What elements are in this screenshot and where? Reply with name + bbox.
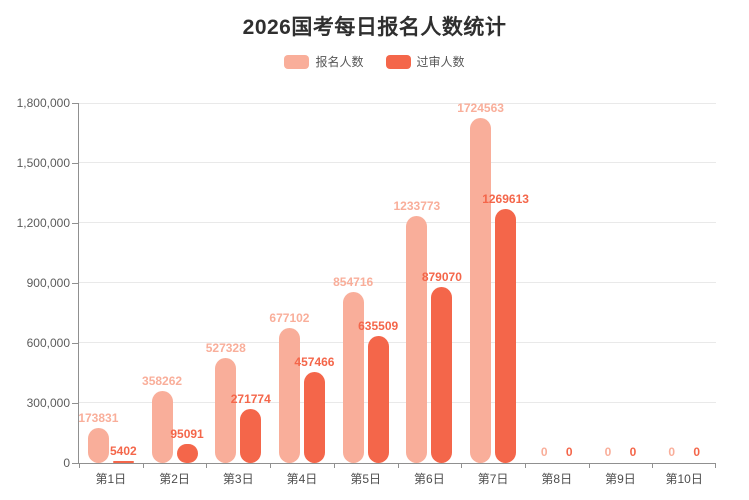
bar-value-label: 173831 (78, 411, 119, 425)
gridline (79, 402, 716, 403)
bar-registered[interactable]: 527328 (206, 341, 246, 463)
x-axis-label: 第8日 (541, 472, 573, 486)
legend-item-registered[interactable]: 报名人数 (284, 53, 364, 70)
bars-row: 173831 5402 358262 95091 527328 271774 677102 4… (78, 101, 716, 463)
x-axis-label: 第6日 (414, 472, 445, 486)
y-axis-tick (72, 283, 78, 284)
x-axis-tick (397, 463, 399, 468)
gridline (79, 282, 716, 283)
y-axis-label: 0 (63, 456, 70, 470)
gridline (79, 222, 716, 223)
bar-value-label: 1724563 (457, 101, 504, 115)
bar-value-label: 457466 (294, 355, 335, 369)
y-axis-label: 1,500,000 (16, 156, 70, 170)
bar-approved[interactable]: 1269613 (482, 192, 529, 463)
x-axis-tick (524, 463, 526, 468)
x-axis-tick (270, 463, 272, 468)
bar-value-label: 358262 (142, 374, 183, 388)
x-axis-tick (206, 463, 208, 468)
x-axis-label: 第2日 (159, 472, 190, 486)
gridline (79, 162, 716, 163)
x-axis-label: 第4日 (286, 472, 318, 486)
bar-approved[interactable]: 457466 (294, 355, 334, 463)
legend-item-approved[interactable]: 过审人数 (385, 53, 465, 70)
x-axis-tick (142, 463, 144, 468)
bar-value-label: 1233773 (393, 199, 441, 213)
bar-value-label: 0 (693, 445, 701, 459)
bar-registered[interactable]: 1233773 (394, 199, 440, 463)
x-axis-label: 第3日 (222, 472, 254, 486)
bar-registered[interactable]: 1724563 (457, 101, 504, 463)
x-axis-tick (715, 463, 716, 468)
legend-item-label: 过审人数 (416, 55, 465, 69)
y-axis-label: 1,200,000 (16, 216, 70, 230)
bar-registered[interactable]: 854716 (333, 275, 373, 463)
bar-registered[interactable]: 173831 (78, 411, 118, 463)
x-axis-label: 第7日 (477, 472, 509, 486)
bar-approved[interactable]: 95091 (170, 427, 204, 463)
bar-value-label: 1269613 (482, 192, 529, 206)
bar-value-label: 635509 (358, 319, 399, 333)
y-axis-tick (72, 163, 78, 164)
bar-value-label: 271774 (230, 392, 271, 406)
category-group: 854716 635509 (333, 103, 398, 463)
bar-approved[interactable]: 879070 (422, 270, 462, 463)
bar-registered[interactable]: 677102 (269, 311, 309, 463)
x-axis-tick (588, 463, 590, 468)
bar-value-label: 527328 (205, 341, 246, 355)
bar-value-label: 879070 (421, 270, 462, 284)
y-axis-tick (72, 343, 78, 344)
legend-item-label: 报名人数 (315, 55, 364, 69)
x-axis-tick (79, 463, 80, 468)
y-axis-label: 900,000 (26, 276, 70, 290)
plot-area: 0 300,000 600,000 900,000 1,200,000 1,500,000… (17, 96, 716, 486)
x-axis-label: 第9日 (605, 472, 636, 486)
bar-value-label: 0 (668, 445, 676, 459)
x-axis-label: 第10日 (665, 472, 703, 486)
y-axis-label: 1,800,000 (16, 96, 70, 110)
x-axis-tick (652, 463, 654, 468)
bar-value-label: 0 (629, 445, 637, 459)
bar-approved[interactable]: 5402 (110, 444, 137, 463)
legend-swatch-icon (284, 54, 310, 69)
x-axis-labels: 第1日 第2日 第3日 第4日 第5日 第6日 第7日 第8日 第9日 第10日 (79, 470, 716, 487)
category-group: 677102 457466 (269, 103, 334, 463)
y-axis-label: 300,000 (26, 396, 70, 410)
x-axis-tick (461, 463, 463, 468)
bar-approved[interactable]: 271774 (231, 392, 271, 463)
y-axis-tick (72, 223, 78, 224)
x-axis-tick (333, 463, 335, 468)
category-group: 358262 95091 (142, 103, 207, 463)
y-axis-tick (72, 403, 78, 404)
category-group: 1233773 879070 (394, 103, 462, 463)
category-group: 527328 271774 (206, 103, 271, 463)
y-axis-tick (72, 103, 78, 104)
bar-value-label: 0 (565, 445, 573, 459)
bar-value-label: 5402 (109, 444, 137, 458)
y-axis-tick (72, 463, 78, 464)
chart-title: 2026国考每日报名人数统计 (242, 16, 507, 39)
bar-value-label: 95091 (170, 427, 204, 441)
x-axis-label: 第1日 (95, 472, 127, 486)
category-group: 1724563 1269613 (457, 101, 529, 463)
bar-value-label: 0 (604, 445, 612, 459)
bar-value-label: 0 (540, 445, 548, 459)
legend: 报名人数 过审人数 (0, 53, 749, 70)
x-axis-label: 第5日 (350, 472, 381, 486)
bar-value-label: 854716 (333, 275, 374, 289)
y-axis-label: 600,000 (26, 336, 70, 350)
bar-value-label: 677102 (269, 311, 310, 325)
bar-approved[interactable]: 635509 (358, 319, 398, 463)
legend-swatch-icon (385, 54, 411, 69)
gridline (79, 103, 716, 104)
category-group: 173831 5402 (78, 103, 143, 463)
gridline (79, 342, 716, 343)
bar-registered[interactable]: 358262 (142, 374, 182, 463)
